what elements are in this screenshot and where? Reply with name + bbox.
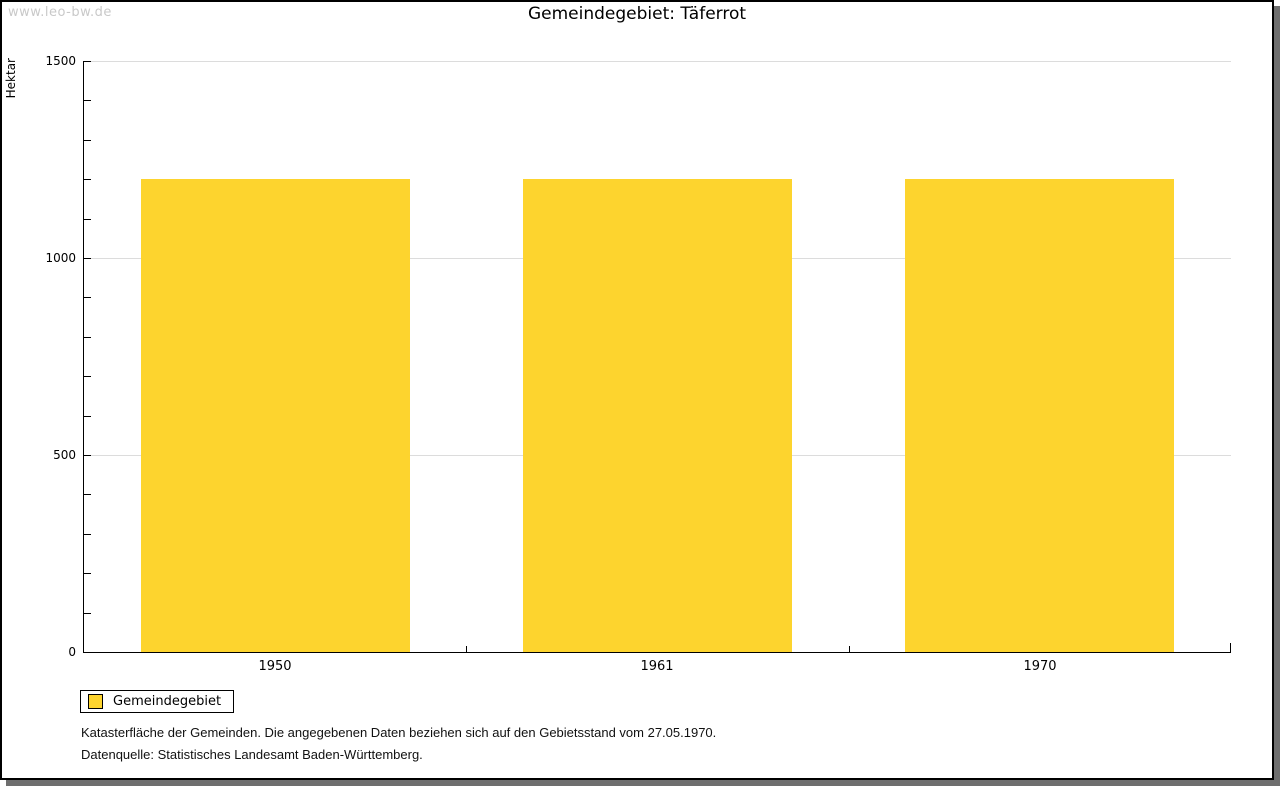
y-tick-1400	[84, 100, 91, 101]
y-tick-500	[84, 455, 91, 456]
y-tick-label-500: 500	[53, 448, 76, 462]
gridline-1500	[84, 61, 1231, 62]
y-tick-label-0: 0	[68, 645, 76, 659]
x-axis-end-tick	[1230, 643, 1231, 652]
x-tick-label-1950: 1950	[258, 659, 292, 674]
x-tick-2	[849, 646, 850, 652]
bar-1950	[141, 179, 410, 652]
y-axis-label: Hektar	[4, 58, 18, 99]
x-tick-label-1970: 1970	[1023, 659, 1057, 674]
y-tick-1000	[84, 258, 91, 259]
y-tick-1200	[84, 179, 91, 180]
watermark: www.leo-bw.de	[8, 5, 112, 20]
y-tick-700	[84, 376, 91, 377]
y-tick-1300	[84, 140, 91, 141]
y-tick-100	[84, 613, 91, 614]
chart-title: Gemeindegebiet: Täferrot	[527, 4, 747, 24]
x-tick-1	[466, 646, 467, 652]
datasource-text: Datenquelle: Statistisches Landesamt Bad…	[81, 747, 423, 762]
legend-label: Gemeindegebiet	[113, 694, 222, 709]
legend-box: Gemeindegebiet	[80, 690, 235, 713]
y-tick-label-1500: 1500	[45, 54, 76, 68]
y-tick-label-1000: 1000	[45, 251, 76, 265]
y-tick-1100	[84, 219, 91, 220]
legend-swatch-icon	[88, 694, 103, 709]
y-tick-400	[84, 494, 91, 495]
footnote-text: Katasterfläche der Gemeinden. Die angege…	[81, 725, 717, 740]
plot-area: 0 500 1000 1500 1950 1961 1970	[45, 54, 1231, 674]
y-tick-200	[84, 573, 91, 574]
x-tick-label-1961: 1961	[640, 659, 674, 674]
y-tick-800	[84, 337, 91, 338]
y-tick-600	[84, 416, 91, 417]
y-tick-900	[84, 297, 91, 298]
y-tick-300	[84, 534, 91, 535]
bar-1961	[523, 179, 792, 652]
y-tick-1500	[84, 61, 91, 62]
bar-1970	[905, 179, 1174, 652]
